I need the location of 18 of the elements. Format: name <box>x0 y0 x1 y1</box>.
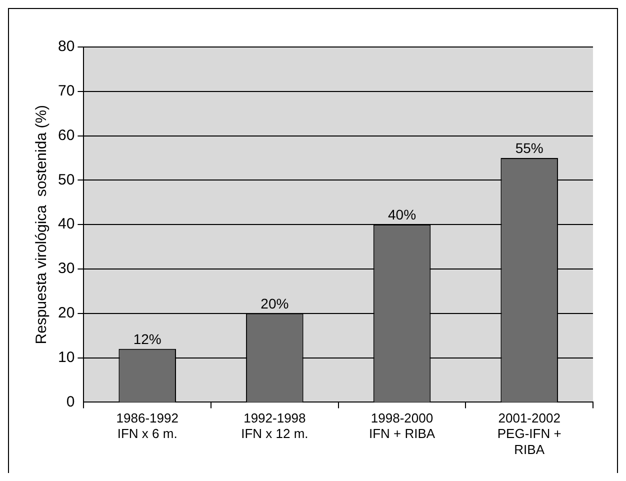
data-label: 20% <box>260 295 289 312</box>
y-tick-label: 80 <box>58 38 75 56</box>
y-tick-label: 20 <box>58 304 75 322</box>
x-tick-label: 2001-2002 PEG-IFN + RIBA <box>497 410 562 457</box>
y-tick-label: 10 <box>58 348 75 366</box>
y-tick-label: 0 <box>66 393 75 410</box>
y-tick-label: 40 <box>58 216 75 233</box>
data-label: 40% <box>388 206 416 222</box>
data-label: 12% <box>133 330 162 347</box>
y-tick-label: 60 <box>58 126 75 144</box>
x-tick-label: 1986-1992 IFN x 6 m. <box>116 410 178 442</box>
x-tick-label: 1998-2000 IFN + RIBA <box>368 410 436 442</box>
y-axis-title: Respuesta virológica sostenida (%) <box>33 104 50 344</box>
y-tick-label: 70 <box>58 82 75 100</box>
data-label: 55% <box>515 140 544 156</box>
y-tick-label: 50 <box>58 171 75 188</box>
x-tick-label: 1992-1998 IFN x 12 m. <box>241 410 308 442</box>
y-tick-label: 30 <box>58 260 75 278</box>
